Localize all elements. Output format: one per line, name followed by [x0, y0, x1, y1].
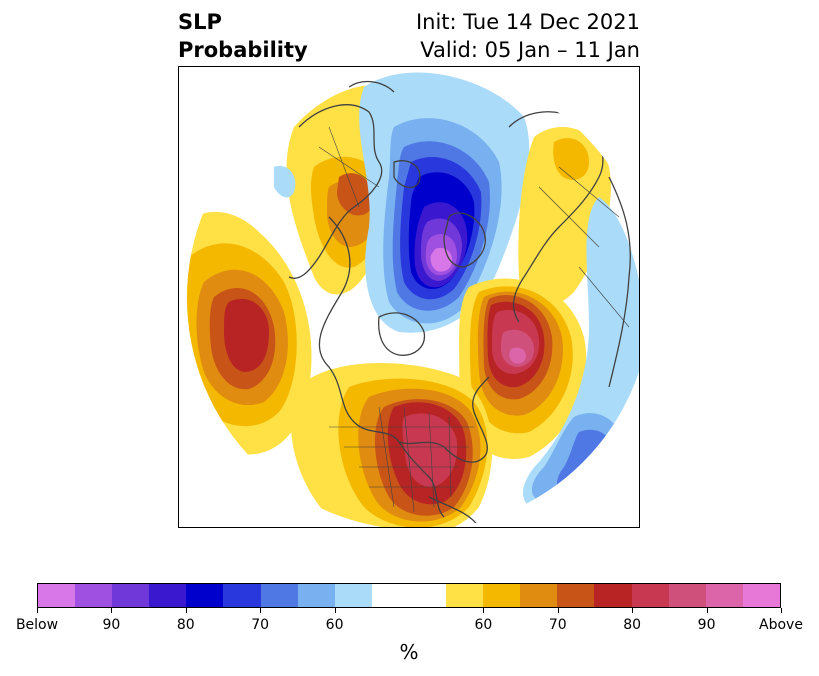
map-panel [178, 66, 640, 528]
colorbar-swatch [557, 584, 595, 607]
colorbar-tick [185, 608, 187, 613]
pacific-above-normal [187, 211, 312, 455]
colorbar-tick-label: 80 [623, 617, 642, 633]
title-variable: SLP [178, 10, 222, 34]
init-date: Init: Tue 14 Dec 2021 [415, 10, 640, 34]
colorbar-tick-label: 90 [102, 617, 121, 633]
colorbar-swatch [223, 584, 261, 607]
colorbar-tick-label: 60 [325, 617, 344, 633]
title-left: SLP Probability [178, 8, 308, 64]
colorbar-tick [557, 608, 559, 613]
colorbar-tick-label: 70 [548, 617, 567, 633]
title-product: Probability [178, 38, 308, 62]
north-america-above-normal [291, 363, 493, 527]
colorbar-tick-label: 70 [251, 617, 270, 633]
colorbar-tick-label: Below [15, 617, 59, 633]
colorbar [37, 583, 781, 608]
colorbar-tick [37, 608, 38, 613]
colorbar-swatch [594, 584, 632, 607]
colorbar-unit: % [399, 640, 419, 664]
colorbar-tick-label: 60 [474, 617, 493, 633]
colorbar-tick [334, 608, 336, 613]
colorbar-tick [706, 608, 708, 613]
title-right: Init: Tue 14 Dec 2021 Valid: 05 Jan – 11… [416, 8, 640, 64]
colorbar-swatch [742, 584, 780, 607]
atlantic-above-normal [459, 278, 587, 459]
colorbar-tick-label: 80 [176, 617, 195, 633]
colorbar-tick [260, 608, 262, 613]
colorbar-swatch [297, 584, 335, 607]
colorbar-swatch [408, 584, 447, 607]
colorbar-swatch [112, 584, 150, 607]
colorbar-swatch [631, 584, 669, 607]
colorbar-swatch [186, 584, 224, 607]
valid-range: Valid: 05 Jan – 11 Jan [420, 38, 640, 62]
colorbar-swatch [446, 584, 484, 607]
colorbar-tick-label: 90 [697, 617, 716, 633]
colorbar-tick [781, 608, 782, 613]
colorbar-tick [483, 608, 485, 613]
colorbar-swatch [520, 584, 558, 607]
colorbar-swatch [38, 584, 76, 607]
colorbar-tick [111, 608, 113, 613]
probability-map [187, 67, 639, 527]
colorbar-swatch [371, 584, 409, 607]
colorbar-swatch [705, 584, 743, 607]
colorbar-tick [632, 608, 634, 613]
borders [318, 126, 630, 513]
colorbar-swatch [334, 584, 372, 607]
arctic-below-normal [359, 72, 530, 333]
colorbar-swatch [668, 584, 706, 607]
colorbar-swatch [260, 584, 298, 607]
colorbar-swatch [483, 584, 521, 607]
colorbar-tick-label: Above [759, 617, 803, 633]
colorbar-swatch [75, 584, 113, 607]
colorbar-swatch [149, 584, 187, 607]
